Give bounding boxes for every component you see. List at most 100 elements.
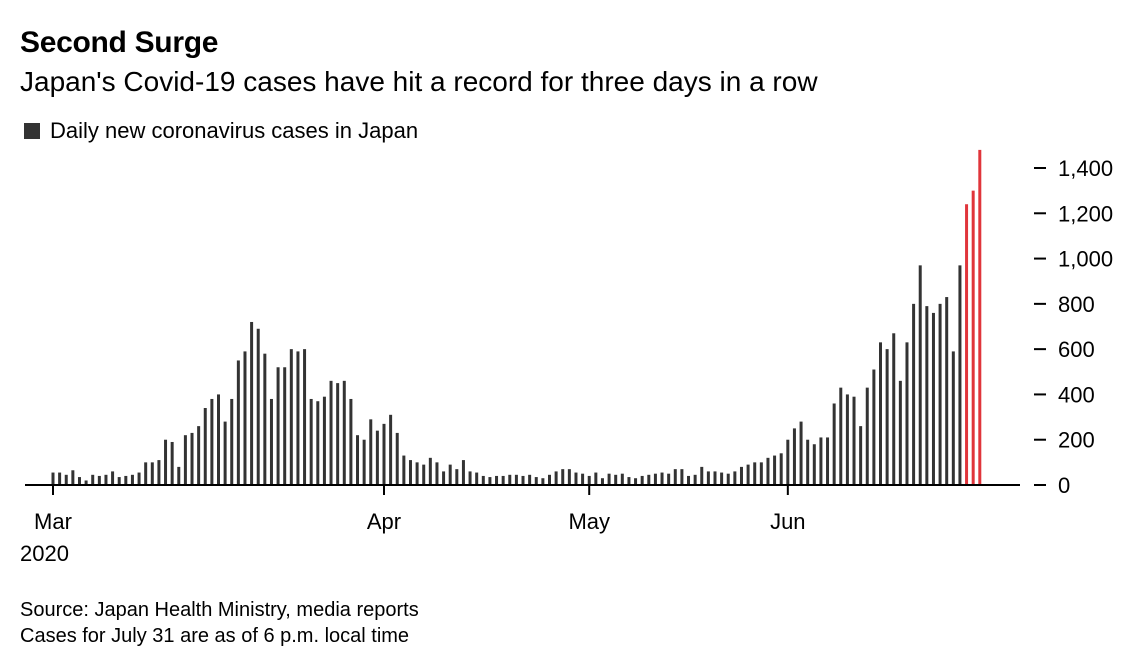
y-tick-label: 800: [1058, 292, 1095, 317]
x-tick-label: Apr: [367, 509, 401, 534]
bar: [931, 312, 935, 485]
bar: [614, 474, 618, 485]
bar: [945, 297, 949, 485]
x-tick-year-label: 2020: [20, 541, 69, 566]
bar: [587, 475, 591, 485]
bar: [733, 471, 737, 485]
bar: [190, 432, 194, 485]
y-tick-label: 200: [1058, 428, 1095, 453]
bar: [395, 432, 399, 485]
y-tick-label: 1,000: [1058, 247, 1113, 272]
bar: [812, 444, 816, 485]
record-bar: [971, 190, 975, 485]
bar: [759, 462, 763, 485]
bar: [230, 398, 234, 485]
bar: [475, 472, 479, 485]
bar: [144, 462, 148, 485]
bar: [508, 474, 512, 485]
bar: [865, 387, 869, 485]
bar: [852, 396, 856, 485]
bar: [382, 423, 386, 485]
bar: [296, 351, 300, 485]
bar: [203, 408, 207, 485]
x-tick-label: Jun: [770, 509, 805, 534]
bar: [925, 306, 929, 485]
bar: [157, 460, 161, 485]
bar: [693, 474, 697, 485]
x-tick-label: Mar: [34, 509, 72, 534]
bar: [548, 474, 551, 485]
bar: [243, 351, 247, 485]
bar: [329, 380, 333, 485]
bar: [660, 472, 664, 485]
bar: [753, 462, 757, 485]
bar: [495, 475, 499, 485]
bar: [567, 469, 571, 485]
bar: [653, 473, 657, 485]
bar: [779, 453, 783, 485]
bar: [217, 394, 220, 485]
bar: [528, 474, 532, 485]
bar: [806, 439, 810, 485]
legend-swatch: [24, 123, 40, 139]
bar: [647, 474, 651, 485]
bar: [375, 430, 379, 485]
bar: [819, 437, 823, 485]
chart-subtitle: Japan's Covid-19 cases have hit a record…: [20, 66, 818, 97]
bar: [786, 439, 790, 485]
bar: [97, 475, 101, 485]
bar: [574, 472, 578, 485]
bar: [912, 303, 916, 485]
bar: [514, 474, 518, 485]
bar: [739, 466, 743, 485]
bar: [303, 349, 307, 485]
bar: [130, 474, 134, 485]
bar: [435, 462, 439, 485]
bar: [117, 477, 121, 485]
bar: [402, 455, 406, 485]
bar: [183, 435, 187, 485]
bar: [773, 455, 777, 485]
bar: [951, 351, 955, 485]
bar: [700, 466, 704, 485]
footnote-line: Cases for July 31 are as of 6 p.m. local…: [20, 625, 410, 647]
bar: [150, 462, 154, 485]
bar: [892, 333, 896, 485]
bar: [938, 303, 942, 485]
bar: [389, 414, 393, 485]
bar: [673, 469, 677, 485]
legend-label: Daily new coronavirus cases in Japan: [50, 118, 419, 143]
y-tick-label: 1,400: [1058, 156, 1113, 181]
bar: [680, 469, 684, 485]
bar: [826, 437, 830, 485]
x-ticks-group: Mar 2020 Apr May Jun: [20, 485, 806, 566]
bar: [124, 475, 128, 485]
bar: [839, 387, 843, 485]
bar: [885, 349, 889, 485]
bar: [369, 419, 373, 485]
bar: [250, 321, 254, 485]
bar: [408, 460, 412, 485]
bar: [581, 473, 585, 485]
bar: [51, 472, 55, 485]
bar: [64, 474, 68, 485]
bar: [879, 342, 882, 485]
bar: [170, 441, 174, 485]
bar: [667, 473, 671, 485]
bar: [422, 464, 426, 485]
bar: [746, 464, 750, 485]
x-tick-label: May: [568, 509, 610, 534]
bar: [236, 360, 240, 485]
bar: [104, 474, 108, 485]
bar: [872, 369, 876, 485]
bar: [634, 478, 638, 485]
bar: [640, 475, 644, 485]
bar: [316, 401, 320, 485]
record-bar: [965, 204, 969, 486]
bar: [256, 328, 260, 485]
bar: [223, 421, 227, 485]
y-tick-label: 600: [1058, 337, 1095, 362]
bar: [521, 475, 525, 485]
bar: [84, 480, 88, 485]
bar: [620, 473, 624, 485]
